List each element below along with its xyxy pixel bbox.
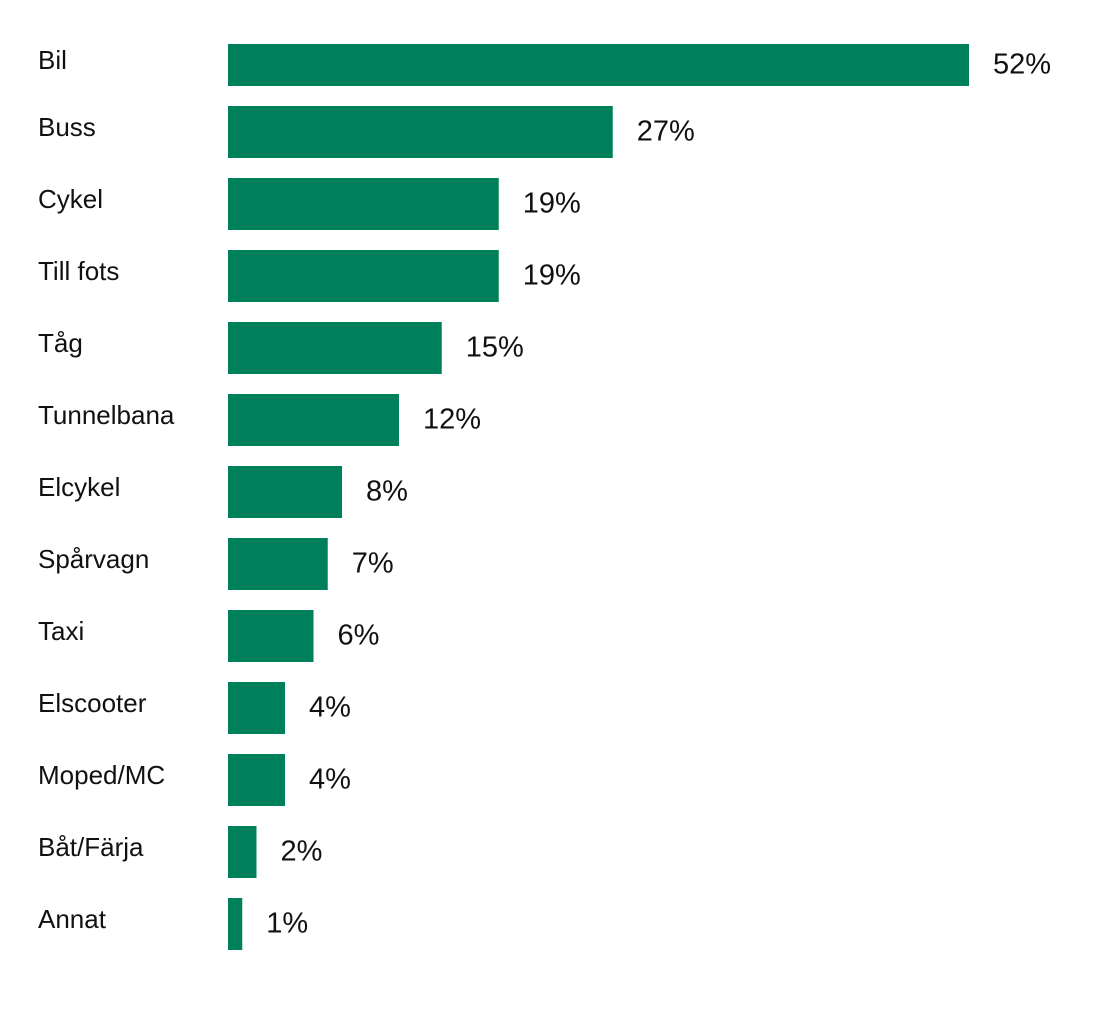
value-label: 4% [309, 692, 351, 724]
bar-taxi [228, 610, 314, 662]
value-label: 52% [993, 49, 1051, 81]
category-label: Bil [38, 45, 67, 75]
bar-moped-mc [228, 754, 285, 806]
bar-tåg [228, 322, 442, 374]
value-label: 12% [423, 404, 481, 436]
value-label: 7% [352, 548, 394, 580]
category-label: Spårvagn [38, 544, 149, 574]
bar-bil [228, 44, 969, 86]
category-label: Moped/MC [38, 760, 165, 790]
bar-spårvagn [228, 538, 328, 590]
category-label: Cykel [38, 184, 103, 214]
category-label: Elscooter [38, 688, 147, 718]
bar-elscooter [228, 682, 285, 734]
category-label: Annat [38, 904, 107, 934]
value-label: 6% [338, 620, 380, 652]
value-label: 27% [637, 116, 695, 148]
category-label: Buss [38, 112, 96, 142]
bar-till-fots [228, 250, 499, 302]
bar-båt-färja [228, 826, 257, 878]
bar-buss [228, 106, 613, 158]
category-label: Elcykel [38, 472, 120, 502]
bar-tunnelbana [228, 394, 399, 446]
value-label: 15% [466, 332, 524, 364]
category-label: Tunnelbana [38, 400, 175, 430]
value-label: 4% [309, 764, 351, 796]
bar-annat [228, 898, 243, 950]
value-label: 19% [523, 260, 581, 292]
value-label: 19% [523, 188, 581, 220]
category-label: Taxi [38, 616, 84, 646]
value-label: 8% [366, 476, 408, 508]
value-label: 2% [281, 836, 323, 868]
bar-cykel [228, 178, 499, 230]
category-label: Tåg [38, 328, 83, 358]
bar-elcykel [228, 466, 342, 518]
category-label: Till fots [38, 256, 119, 286]
category-label: Båt/Färja [38, 832, 144, 862]
value-label: 1% [266, 908, 308, 940]
